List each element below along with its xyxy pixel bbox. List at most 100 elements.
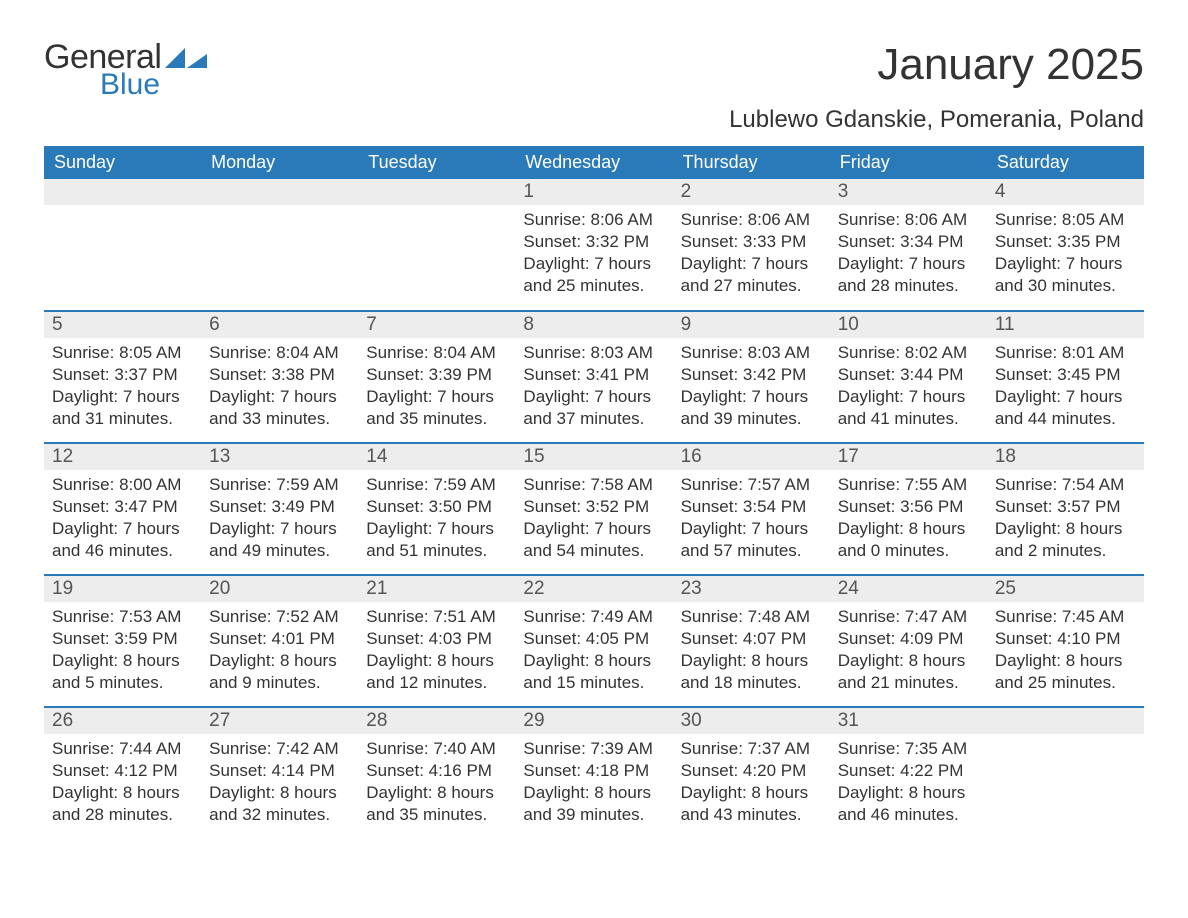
- day-details: Sunrise: 8:01 AMSunset: 3:45 PMDaylight:…: [987, 338, 1144, 438]
- day-number: 24: [830, 576, 987, 602]
- day-details: Sunrise: 8:00 AMSunset: 3:47 PMDaylight:…: [44, 470, 201, 570]
- sunrise-text: Sunrise: 8:02 AM: [838, 342, 979, 364]
- weekday-header-row: Sunday Monday Tuesday Wednesday Thursday…: [44, 146, 1144, 179]
- sunrise-text: Sunrise: 7:59 AM: [209, 474, 350, 496]
- calendar-week-row: 5Sunrise: 8:05 AMSunset: 3:37 PMDaylight…: [44, 311, 1144, 443]
- daylight-text: Daylight: 8 hours and 9 minutes.: [209, 650, 350, 694]
- day-details: Sunrise: 8:05 AMSunset: 3:37 PMDaylight:…: [44, 338, 201, 438]
- daylight-text: Daylight: 8 hours and 5 minutes.: [52, 650, 193, 694]
- day-details: Sunrise: 7:52 AMSunset: 4:01 PMDaylight:…: [201, 602, 358, 702]
- calendar-day-cell: 5Sunrise: 8:05 AMSunset: 3:37 PMDaylight…: [44, 311, 201, 443]
- sunset-text: Sunset: 4:12 PM: [52, 760, 193, 782]
- logo-blue-text: Blue: [100, 70, 207, 100]
- day-details: Sunrise: 7:47 AMSunset: 4:09 PMDaylight:…: [830, 602, 987, 702]
- daylight-text: Daylight: 8 hours and 2 minutes.: [995, 518, 1136, 562]
- day-details: Sunrise: 8:06 AMSunset: 3:32 PMDaylight:…: [515, 205, 672, 305]
- day-number: 22: [515, 576, 672, 602]
- day-number: 7: [358, 312, 515, 338]
- day-details: Sunrise: 8:03 AMSunset: 3:41 PMDaylight:…: [515, 338, 672, 438]
- day-number: 11: [987, 312, 1144, 338]
- calendar-day-cell: 25Sunrise: 7:45 AMSunset: 4:10 PMDayligh…: [987, 575, 1144, 707]
- day-number: 3: [830, 179, 987, 205]
- weekday-header: Sunday: [44, 146, 201, 179]
- day-details: Sunrise: 8:04 AMSunset: 3:39 PMDaylight:…: [358, 338, 515, 438]
- day-number: 26: [44, 708, 201, 734]
- calendar-day-cell: 19Sunrise: 7:53 AMSunset: 3:59 PMDayligh…: [44, 575, 201, 707]
- sunset-text: Sunset: 4:20 PM: [681, 760, 822, 782]
- sunset-text: Sunset: 3:49 PM: [209, 496, 350, 518]
- sunset-text: Sunset: 3:47 PM: [52, 496, 193, 518]
- sunrise-text: Sunrise: 8:05 AM: [52, 342, 193, 364]
- sunrise-text: Sunrise: 8:01 AM: [995, 342, 1136, 364]
- page-title: January 2025: [877, 40, 1144, 90]
- calendar-day-cell: 26Sunrise: 7:44 AMSunset: 4:12 PMDayligh…: [44, 707, 201, 839]
- daylight-text: Daylight: 8 hours and 21 minutes.: [838, 650, 979, 694]
- sunrise-text: Sunrise: 7:52 AM: [209, 606, 350, 628]
- daylight-text: Daylight: 7 hours and 37 minutes.: [523, 386, 664, 430]
- calendar-table: Sunday Monday Tuesday Wednesday Thursday…: [44, 146, 1144, 839]
- day-number: 28: [358, 708, 515, 734]
- sunrise-text: Sunrise: 7:35 AM: [838, 738, 979, 760]
- day-details: Sunrise: 7:59 AMSunset: 3:49 PMDaylight:…: [201, 470, 358, 570]
- sunset-text: Sunset: 4:07 PM: [681, 628, 822, 650]
- calendar-day-cell: 1Sunrise: 8:06 AMSunset: 3:32 PMDaylight…: [515, 179, 672, 311]
- day-details: Sunrise: 7:57 AMSunset: 3:54 PMDaylight:…: [673, 470, 830, 570]
- daylight-text: Daylight: 7 hours and 35 minutes.: [366, 386, 507, 430]
- day-number: [44, 179, 201, 205]
- sunset-text: Sunset: 3:32 PM: [523, 231, 664, 253]
- calendar-week-row: 1Sunrise: 8:06 AMSunset: 3:32 PMDaylight…: [44, 179, 1144, 311]
- day-number: 16: [673, 444, 830, 470]
- brand-logo: General Blue: [44, 40, 207, 100]
- day-number: 9: [673, 312, 830, 338]
- calendar-day-cell: 6Sunrise: 8:04 AMSunset: 3:38 PMDaylight…: [201, 311, 358, 443]
- day-number: 23: [673, 576, 830, 602]
- daylight-text: Daylight: 7 hours and 30 minutes.: [995, 253, 1136, 297]
- sunrise-text: Sunrise: 8:05 AM: [995, 209, 1136, 231]
- weekday-header: Monday: [201, 146, 358, 179]
- daylight-text: Daylight: 7 hours and 41 minutes.: [838, 386, 979, 430]
- day-details: Sunrise: 7:55 AMSunset: 3:56 PMDaylight:…: [830, 470, 987, 570]
- sunrise-text: Sunrise: 7:45 AM: [995, 606, 1136, 628]
- sunrise-text: Sunrise: 7:58 AM: [523, 474, 664, 496]
- day-number: [358, 179, 515, 205]
- day-number: 20: [201, 576, 358, 602]
- day-details: Sunrise: 8:02 AMSunset: 3:44 PMDaylight:…: [830, 338, 987, 438]
- day-number: 13: [201, 444, 358, 470]
- calendar-week-row: 19Sunrise: 7:53 AMSunset: 3:59 PMDayligh…: [44, 575, 1144, 707]
- weekday-header: Saturday: [987, 146, 1144, 179]
- sunset-text: Sunset: 3:42 PM: [681, 364, 822, 386]
- calendar-day-cell: 9Sunrise: 8:03 AMSunset: 3:42 PMDaylight…: [673, 311, 830, 443]
- daylight-text: Daylight: 8 hours and 0 minutes.: [838, 518, 979, 562]
- day-number: 25: [987, 576, 1144, 602]
- sunrise-text: Sunrise: 7:42 AM: [209, 738, 350, 760]
- sunset-text: Sunset: 4:03 PM: [366, 628, 507, 650]
- day-details: Sunrise: 8:06 AMSunset: 3:33 PMDaylight:…: [673, 205, 830, 305]
- day-number: 4: [987, 179, 1144, 205]
- daylight-text: Daylight: 7 hours and 46 minutes.: [52, 518, 193, 562]
- sunset-text: Sunset: 3:54 PM: [681, 496, 822, 518]
- sunrise-text: Sunrise: 7:53 AM: [52, 606, 193, 628]
- daylight-text: Daylight: 8 hours and 32 minutes.: [209, 782, 350, 826]
- sunset-text: Sunset: 4:01 PM: [209, 628, 350, 650]
- daylight-text: Daylight: 7 hours and 54 minutes.: [523, 518, 664, 562]
- day-details: Sunrise: 7:54 AMSunset: 3:57 PMDaylight:…: [987, 470, 1144, 570]
- daylight-text: Daylight: 8 hours and 15 minutes.: [523, 650, 664, 694]
- day-details: Sunrise: 8:03 AMSunset: 3:42 PMDaylight:…: [673, 338, 830, 438]
- sunrise-text: Sunrise: 8:06 AM: [681, 209, 822, 231]
- sunset-text: Sunset: 3:59 PM: [52, 628, 193, 650]
- sunset-text: Sunset: 4:09 PM: [838, 628, 979, 650]
- day-number: 29: [515, 708, 672, 734]
- day-number: 30: [673, 708, 830, 734]
- day-details: Sunrise: 7:35 AMSunset: 4:22 PMDaylight:…: [830, 734, 987, 834]
- sunset-text: Sunset: 4:16 PM: [366, 760, 507, 782]
- sunset-text: Sunset: 3:33 PM: [681, 231, 822, 253]
- daylight-text: Daylight: 7 hours and 51 minutes.: [366, 518, 507, 562]
- daylight-text: Daylight: 7 hours and 57 minutes.: [681, 518, 822, 562]
- day-number: [987, 708, 1144, 734]
- sunrise-text: Sunrise: 8:03 AM: [681, 342, 822, 364]
- daylight-text: Daylight: 7 hours and 44 minutes.: [995, 386, 1136, 430]
- daylight-text: Daylight: 8 hours and 28 minutes.: [52, 782, 193, 826]
- sunrise-text: Sunrise: 8:06 AM: [523, 209, 664, 231]
- calendar-day-cell: 30Sunrise: 7:37 AMSunset: 4:20 PMDayligh…: [673, 707, 830, 839]
- day-number: 17: [830, 444, 987, 470]
